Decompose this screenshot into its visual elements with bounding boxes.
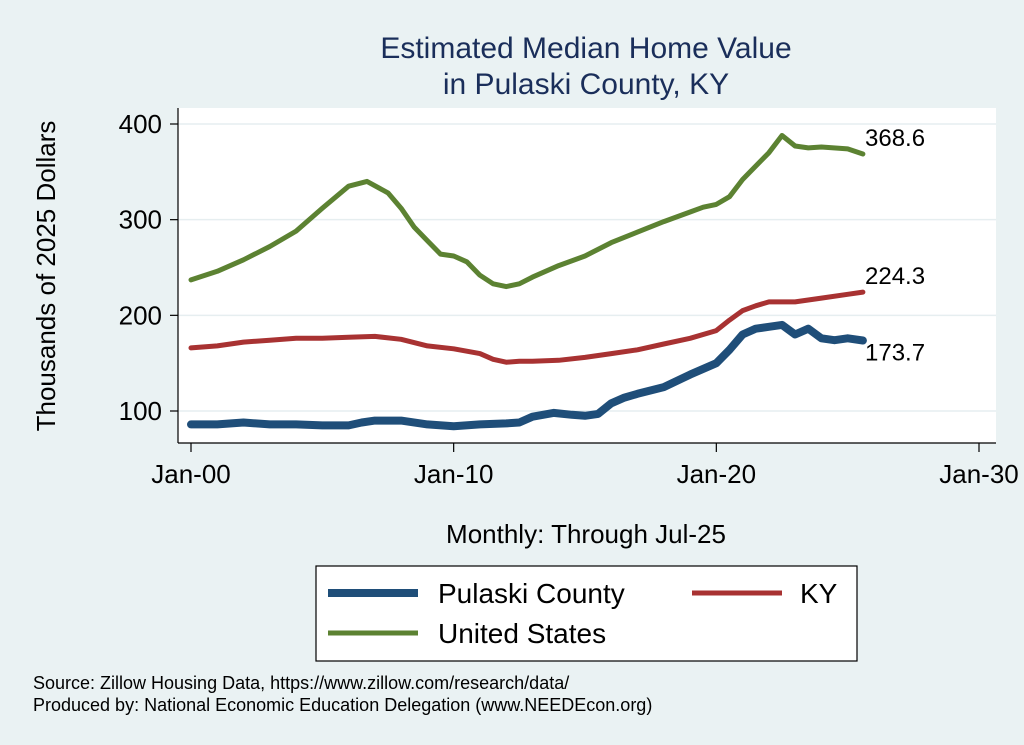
source-note: Source: Zillow Housing Data, https://www… <box>33 673 569 693</box>
legend-label-pulaski-county: Pulaski County <box>438 578 625 609</box>
plot-area <box>178 108 996 443</box>
legend-label-united-states: United States <box>438 618 606 649</box>
end-label-united-states: 368.6 <box>865 125 925 152</box>
x-tick-label: Jan-00 <box>151 459 231 489</box>
legend-label-ky: KY <box>800 578 838 609</box>
series-lines <box>187 133 867 431</box>
series-line-united-states <box>188 133 866 290</box>
x-axis-title: Monthly: Through Jul-25 <box>446 519 726 549</box>
y-tick-label: 100 <box>119 396 162 426</box>
x-tick-label: Jan-10 <box>414 459 494 489</box>
x-tick-label: Jan-20 <box>677 459 757 489</box>
y-tick-label: 200 <box>119 300 162 330</box>
series-line-ky <box>188 289 866 365</box>
x-tick-label: Jan-30 <box>939 459 1019 489</box>
y-axis-title: Thousands of 2025 Dollars <box>31 121 61 432</box>
legend-box <box>315 565 858 662</box>
producer-note: Produced by: National Economic Education… <box>33 695 652 715</box>
end-label-ky: 224.3 <box>865 263 925 290</box>
tick-marks <box>170 123 980 452</box>
legend: Pulaski County KY United States <box>315 565 858 662</box>
end-label-pulaski-county: 173.7 <box>865 339 925 366</box>
chart-subtitle: in Pulaski County, KY <box>443 68 729 101</box>
series-line-pulaski-county <box>187 320 867 431</box>
y-tick-label: 400 <box>119 109 162 139</box>
y-tick-label: 300 <box>119 205 162 235</box>
chart-title: Estimated Median Home Value <box>380 32 791 65</box>
grid-lines <box>178 123 996 412</box>
axes <box>177 108 996 444</box>
end-labels: 173.7 224.3 368.6 <box>865 125 925 366</box>
